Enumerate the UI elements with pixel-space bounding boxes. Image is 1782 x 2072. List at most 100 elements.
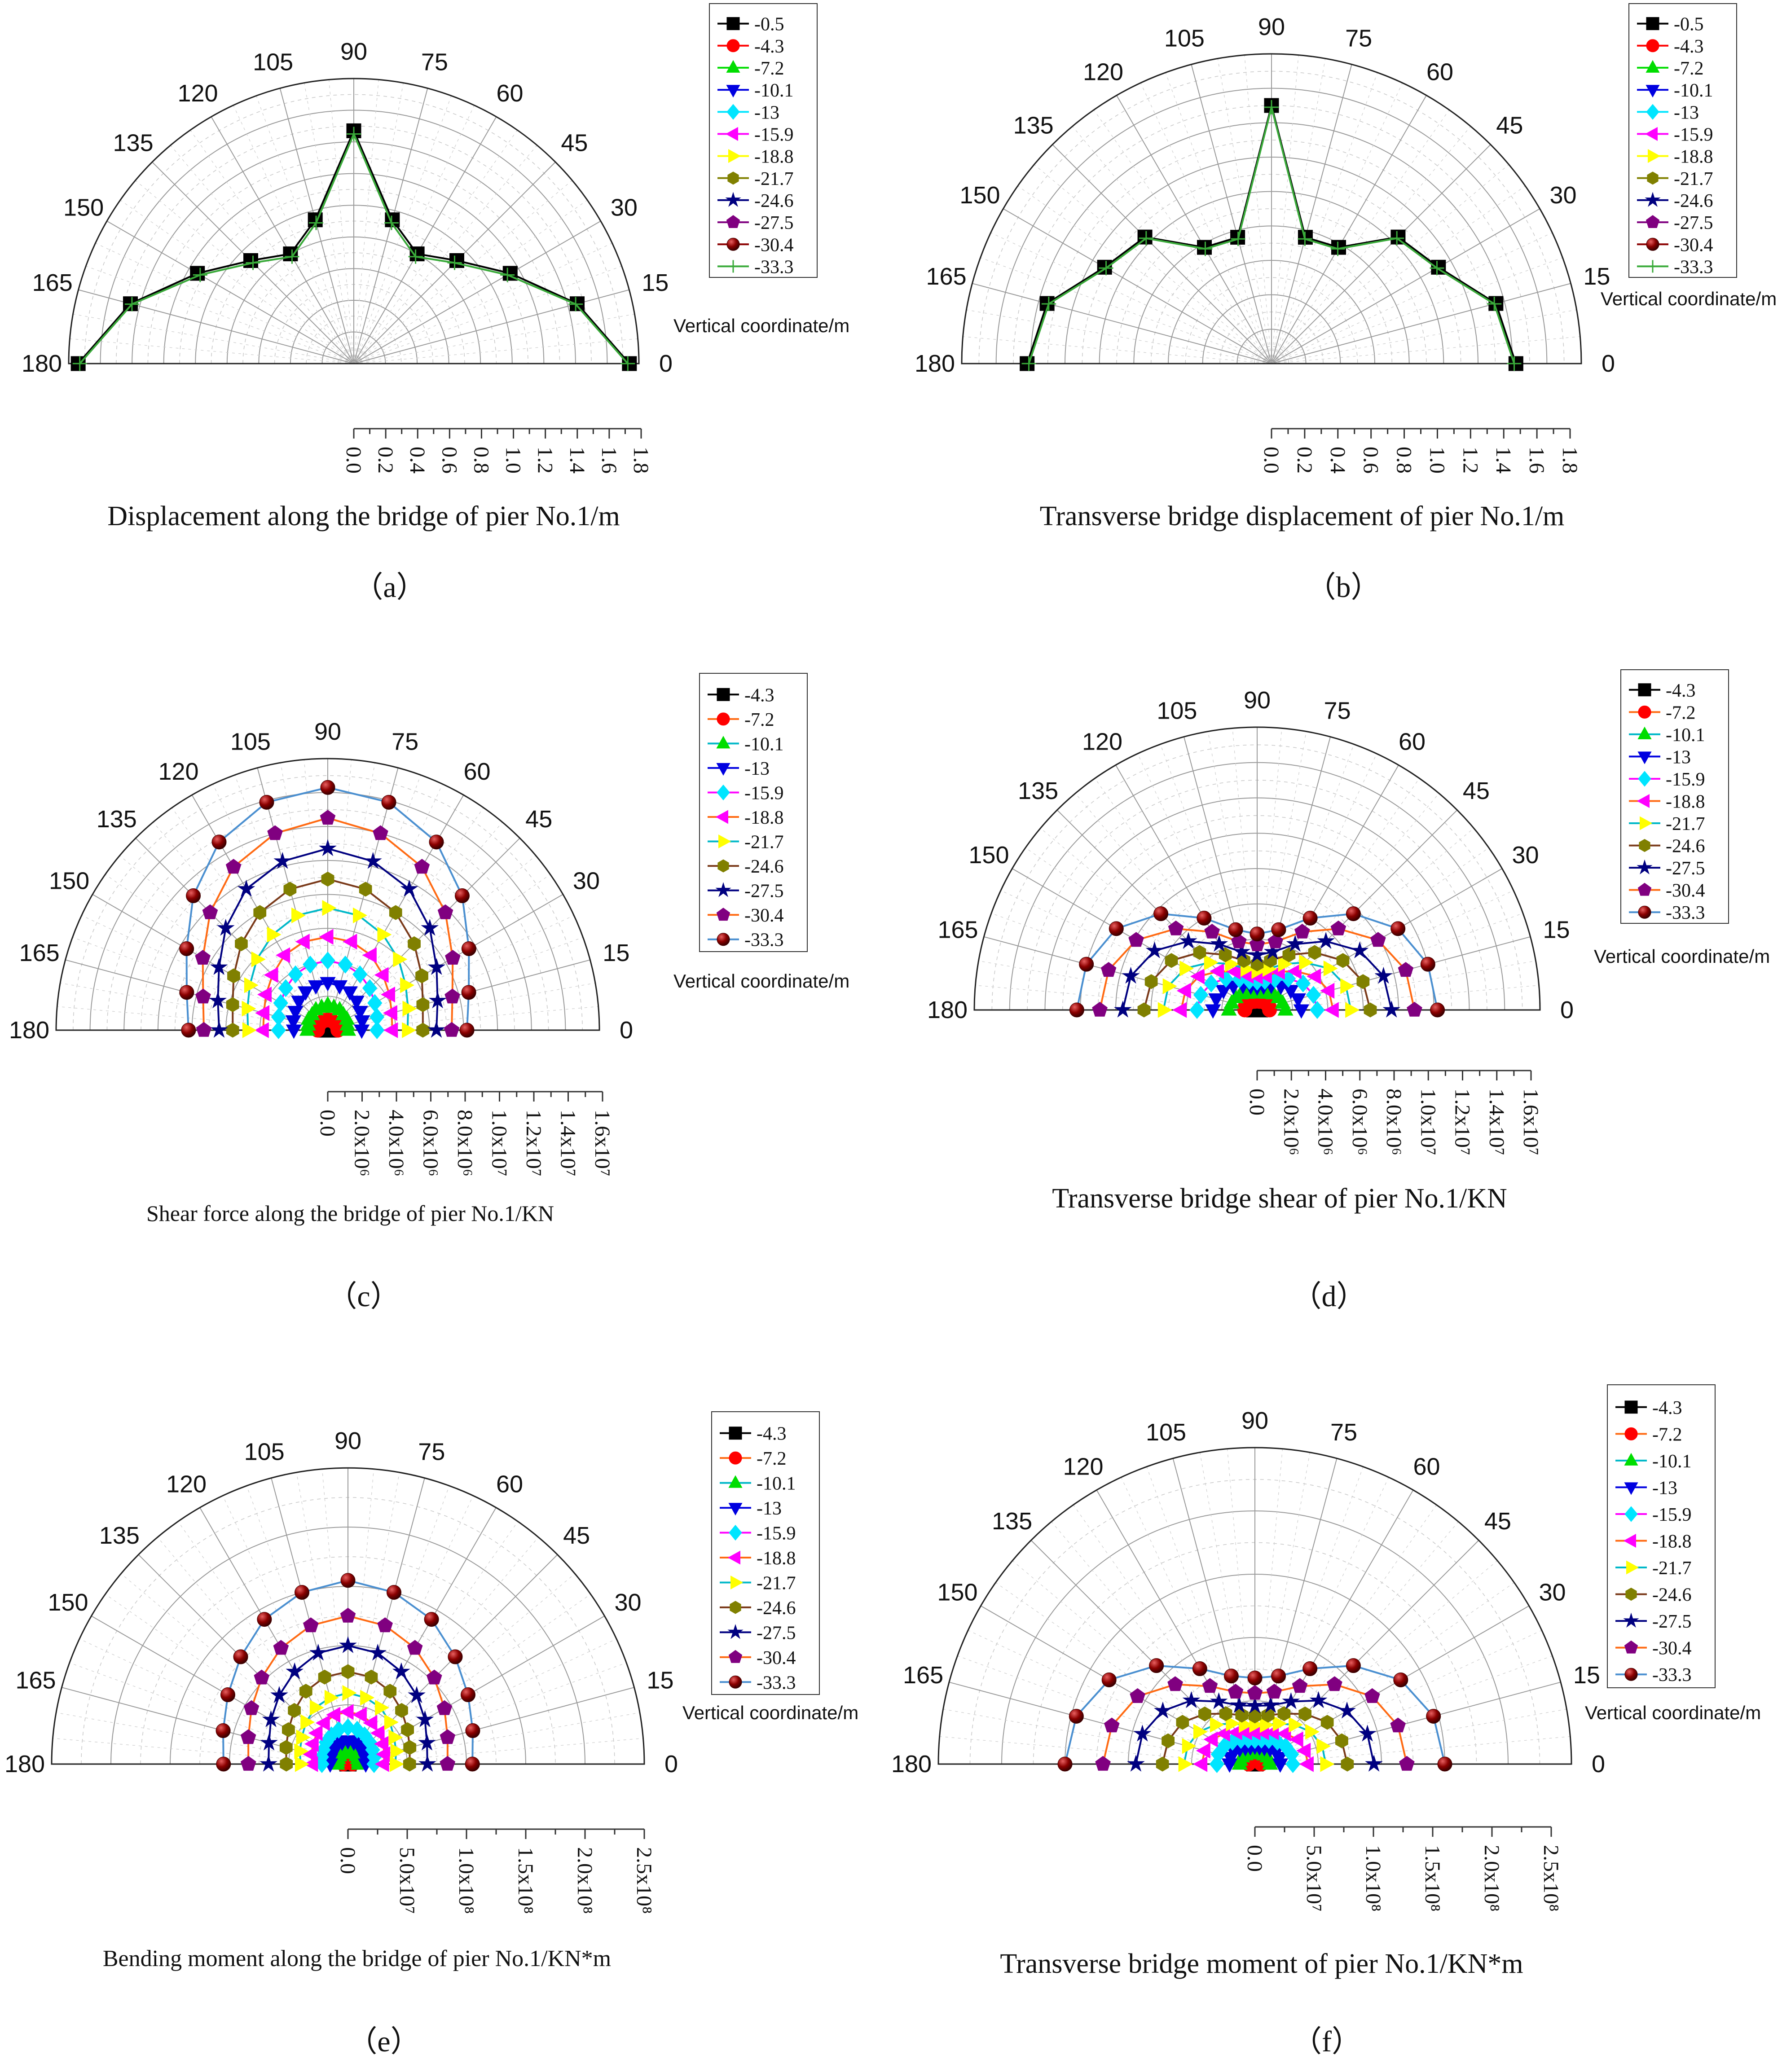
data-point <box>1215 985 1232 1000</box>
legend-marker <box>1637 882 1652 896</box>
grid-spoke <box>1271 110 1450 364</box>
data-point <box>267 825 283 840</box>
data-point <box>402 1001 417 1017</box>
data-point <box>1021 356 1036 371</box>
grid-spoke <box>1271 164 1509 364</box>
angle-tick-label: 75 <box>1345 25 1372 52</box>
data-point <box>271 1021 286 1039</box>
data-point <box>1289 1731 1303 1747</box>
legend-marker <box>730 1601 741 1614</box>
data-point <box>363 1715 378 1731</box>
data-point <box>1231 232 1245 246</box>
data-point <box>448 1649 463 1664</box>
data-point <box>319 929 334 945</box>
grid-spoke <box>353 338 638 364</box>
data-point <box>216 918 235 936</box>
data-point <box>1345 1002 1360 1018</box>
grid-spoke <box>1254 1560 1498 1765</box>
grid-spoke <box>1271 144 1491 364</box>
data-point <box>1393 1672 1408 1687</box>
legend-marker <box>1626 1560 1639 1575</box>
data-point <box>370 1725 385 1741</box>
angle-tick-label: 105 <box>1164 25 1205 52</box>
angle-tick-label: 120 <box>1082 728 1122 755</box>
data-point <box>1193 945 1206 960</box>
series--21.7 <box>242 900 417 1038</box>
legend-label: -13 <box>757 1498 782 1519</box>
legend-marker <box>1623 1612 1639 1628</box>
legend-label: -21.7 <box>754 169 794 189</box>
panel-title: Shear force along the bridge of pier No.… <box>146 1201 554 1226</box>
grid-spoke <box>1017 185 1272 364</box>
data-point <box>1204 923 1220 939</box>
axis-tick-label: 2.5x10⁸ <box>1539 1845 1563 1912</box>
data-point <box>1264 100 1279 114</box>
polar-frame <box>961 53 1582 364</box>
data-point <box>375 1699 390 1716</box>
data-point <box>1426 1708 1441 1724</box>
data-point <box>1192 1661 1207 1677</box>
axis-tick-label: 0.2 <box>1293 447 1316 474</box>
angle-tick-label: 90 <box>1258 13 1285 40</box>
data-point <box>299 1021 316 1036</box>
series--27.5 <box>209 839 447 1038</box>
data-point <box>461 985 476 1000</box>
data-point <box>1327 1676 1342 1691</box>
legend-label: -27.5 <box>754 213 794 233</box>
legend-label: -18.8 <box>744 808 784 828</box>
axis-tick-label: 0.2 <box>374 447 397 474</box>
legend-marker <box>1624 1427 1638 1440</box>
legend-label: -27.5 <box>1652 1611 1692 1632</box>
data-point <box>1294 923 1310 939</box>
data-point <box>1128 932 1144 947</box>
legend-marker <box>1639 839 1650 852</box>
data-point <box>416 1710 434 1727</box>
legend-marker <box>726 60 740 73</box>
data-point <box>1399 1756 1415 1771</box>
grid-spoke <box>222 1495 348 1765</box>
data-point <box>1310 1001 1325 1019</box>
data-point <box>377 926 392 943</box>
data-point <box>383 1022 398 1038</box>
angle-tick-label: 135 <box>97 806 137 833</box>
legend-label: -10.1 <box>1652 1451 1692 1472</box>
data-point <box>1299 954 1314 970</box>
angle-tick-label: 165 <box>19 939 60 966</box>
data-point <box>186 888 201 904</box>
data-point <box>259 795 274 810</box>
series--18.8 <box>1172 963 1339 1018</box>
angle-tick-label: 90 <box>314 718 341 745</box>
data-point <box>374 1736 389 1752</box>
angle-tick-label: 165 <box>926 263 967 290</box>
data-point <box>461 941 476 956</box>
polar-frame <box>51 1467 645 1765</box>
grid-spoke <box>353 289 629 364</box>
grid-spoke <box>327 759 352 1031</box>
data-point <box>342 1685 357 1701</box>
series--33.3 <box>72 127 635 371</box>
data-point <box>408 249 423 264</box>
series--15.9 <box>271 952 385 1039</box>
data-point <box>240 1729 256 1744</box>
data-point <box>1202 1678 1218 1693</box>
data-point <box>1237 1002 1252 1018</box>
vertical-coordinate-label: Vertical coordinate/m <box>673 315 849 336</box>
grid-spoke <box>1271 257 1563 364</box>
data-point <box>1226 964 1241 980</box>
grid-ring-minor <box>147 158 560 364</box>
grid-spoke <box>1271 208 1540 364</box>
data-point <box>1364 1688 1380 1703</box>
angle-tick-label: 60 <box>496 1471 523 1497</box>
grid-spoke <box>1271 95 1427 364</box>
data-point <box>1228 1724 1242 1740</box>
data-point <box>1232 942 1251 960</box>
data-point <box>426 1669 442 1685</box>
grid-spoke <box>348 1521 519 1765</box>
legend-marker <box>1646 39 1659 53</box>
panel-title: Transverse bridge shear of pier No.1/KN <box>1052 1183 1507 1214</box>
data-point <box>390 1756 405 1772</box>
data-point <box>322 900 337 916</box>
angle-tick-label: 45 <box>561 130 588 157</box>
data-point <box>429 834 444 850</box>
grid-spoke <box>56 1712 348 1765</box>
